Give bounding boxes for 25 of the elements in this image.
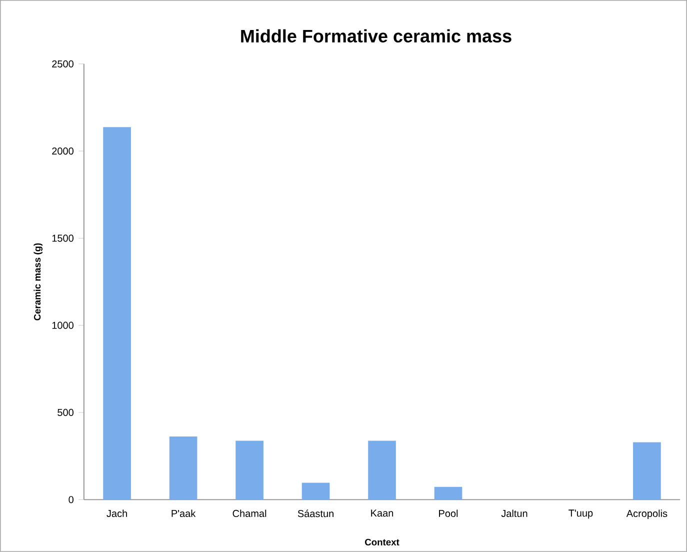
x-axis-title: Context [365, 538, 400, 546]
x-tick-label: T'uup [568, 510, 593, 519]
x-tick-label: Jaltun [501, 510, 528, 518]
bar [633, 442, 661, 500]
bar [103, 127, 131, 500]
x-tick-label: Chamal [232, 510, 266, 518]
x-tick-label: Sáastun [298, 510, 334, 518]
y-tick-label: 2500 [52, 60, 74, 68]
y-tick-label: 2000 [52, 148, 74, 155]
bar [368, 440, 396, 500]
x-tick-label: Jach [106, 510, 127, 518]
y-tick-label: 0 [68, 496, 74, 504]
bar [236, 440, 264, 500]
bar [434, 486, 462, 500]
y-axis-title: Ceramic mass (g) [34, 243, 42, 320]
y-tick-label: 500 [58, 408, 74, 416]
x-tick-label: P'aak [172, 510, 196, 518]
x-tick-label: Acropolis [626, 510, 668, 520]
x-tick-label: Kaan [371, 510, 394, 517]
x-tick-label: Pool [439, 510, 458, 518]
y-tick-label: 1000 [52, 322, 74, 329]
bar [302, 482, 330, 500]
chart-title: Middle Formative ceramic mass [241, 29, 512, 43]
y-tick-label: 1500 [52, 234, 74, 242]
bar [169, 436, 198, 500]
